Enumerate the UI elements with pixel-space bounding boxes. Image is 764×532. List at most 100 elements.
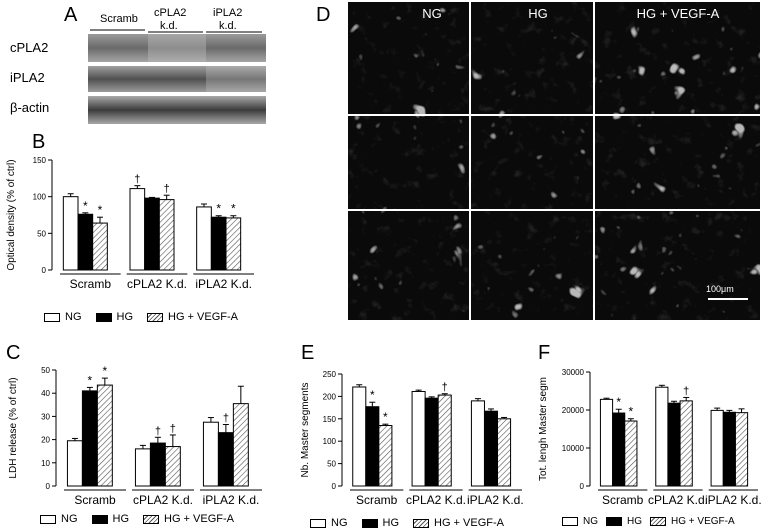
bar [149,442,166,487]
legend-label-ng: NG [65,311,82,323]
legend-f: NG HG HG + VEGF-A [562,516,735,527]
x-category-label: Scramb [70,277,112,291]
y-tick-label: 30 [41,412,50,421]
bar [411,390,426,487]
significance-mark: * [103,364,108,378]
chart-b: 0 50 100 150 Optical density (% of ctrl) Scra… [6,156,254,291]
y-axis-label: LDH release (% of ctrl) [8,377,19,478]
y-tick-label: 50 [41,366,50,375]
panel-label-a: A [64,4,78,26]
blot-group-label-scramb: Scramb [100,13,138,25]
bar [81,390,98,487]
legend-label-hg: HG [382,517,400,529]
legend-label-vegf: HG + VEGF-A [164,513,234,525]
significance-mark: * [370,388,375,402]
y-tick-label: 40 [41,389,50,398]
significance-mark: † [155,425,161,437]
significance-mark: † [134,174,140,186]
bar [679,400,693,487]
x-category-label: iPLA2 K.d. [195,277,252,291]
bar [667,402,681,487]
chart-e: 0 50 100 150 200 250 Nb. Master segments Scramb… [300,370,524,507]
legend-swatch-vegf [650,517,666,526]
significance-mark: * [88,373,93,387]
blot-row-label-cpla2: cPLA2 [10,40,49,55]
x-category-label: iPLA2 K.d. [705,493,762,507]
bar [624,420,638,487]
legend-swatch-hg [95,312,112,322]
legend-label-hg: HG [112,513,130,525]
blot-row-beta-actin [88,96,266,124]
y-tick-label: 20 [41,436,50,445]
legend-swatch-ng [44,312,60,322]
blot-row-label-beta-actin: β-actin [10,100,50,115]
microscopy-grid: NG HG HG + VEGF-A 100μm [348,2,760,320]
blot-group-label-ipla2-kd: k.d. [219,20,237,32]
panel-label-f: F [538,342,551,364]
bar [424,397,439,487]
legend-label-hg: HG [116,311,134,323]
bar [710,409,724,487]
bar [144,197,160,271]
blot-bands [88,34,266,124]
bar [655,386,669,487]
x-category-label: Scramb [602,493,644,507]
bar [470,400,485,487]
significance-mark: * [231,202,236,216]
legend-e: NG HG HG + VEGF-A [310,517,518,529]
x-category-label: cPLA2 K.d. [406,493,466,507]
legend-label-ng: NG [583,516,598,527]
bar [497,418,512,487]
bar [92,222,108,271]
bar [232,403,249,487]
legend-label-vegf: HG + VEGF-A [434,517,504,529]
x-category-label: iPLA2 K.d. [203,493,260,507]
legend-swatch-ng [562,517,578,526]
bar [734,412,749,487]
bar [196,206,212,271]
blot-group-label-cpla2-kd: k.d. [160,20,178,32]
significance-mark: † [223,413,229,425]
blot-group-underlines [90,29,262,33]
legend-swatch-ng [40,514,56,524]
micro-row-header-cpla2: cPLA2 K.d. [321,144,337,215]
bar [202,421,219,487]
legend-label-vegf: HG + VEGF-A [168,311,238,323]
significance-mark: † [164,183,170,195]
micro-row-header-scramb: Scramb [321,58,337,107]
significance-mark: * [616,395,621,409]
significance-mark: * [98,203,103,217]
chart-f: 0 10000 20000 30000 Tot. lengh Master segm Sc… [538,368,762,507]
y-tick-label: 20000 [562,406,585,415]
legend-c: NG HG HG + VEGF-A [40,513,248,525]
micro-col-header-hg: HG [528,6,548,21]
microscopy-texture [348,2,760,320]
y-tick-label: 50 [37,229,46,238]
x-category-label: Scramb [74,493,116,507]
micro-col-header-hg-vegf: HG + VEGF-A [636,6,720,21]
micro-col-header-ng: NG [422,6,442,21]
y-axis-label: Optical density (% of ctrl) [6,159,17,270]
bar [612,412,626,487]
bar [66,440,83,487]
x-category-label: Scramb [356,493,398,507]
y-tick-label: 250 [323,370,337,379]
bar [134,448,151,487]
y-tick-label: 0 [580,482,585,491]
panel-label-c: C [6,342,21,364]
y-axis-label: Tot. lengh Master segm [538,377,549,481]
panel-label-d: D [316,4,331,26]
bar [378,425,393,487]
blot-group-label-ipla2: iPLA2 [213,7,243,19]
chart-c: 0 10 20 30 40 50 LDH release (% of ctrl) Scramb… [8,364,262,507]
legend-b: NG HG HG + VEGF-A [44,311,252,323]
x-category-label: cPLA2 K.d. [127,277,187,291]
significance-mark: † [442,382,448,394]
bar [483,410,499,487]
bar [722,411,736,487]
legend-swatch-hg [91,514,108,524]
y-tick-label: 30000 [562,368,585,377]
significance-mark: † [170,423,176,435]
x-category-label: cPLA2 K.d. [648,493,708,507]
y-tick-label: 100 [33,193,47,202]
